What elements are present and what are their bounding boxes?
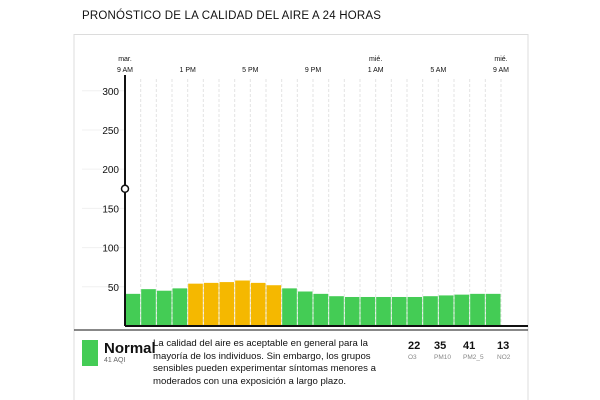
bar — [235, 280, 250, 326]
title-divider — [74, 34, 528, 35]
pollutant-no2: 13 NO2 — [497, 340, 510, 361]
x-time-label: 9 AM — [493, 67, 509, 74]
x-day-label: mié. — [494, 56, 507, 63]
bar — [172, 288, 188, 326]
bar — [470, 293, 485, 326]
pollutant-pm10: 35 PM10 — [434, 340, 451, 361]
pollutant-value: 41 — [463, 340, 476, 352]
pollutant-pm2-5: 41 PM2_5 — [463, 340, 484, 361]
pollutant-o3: 22 O3 — [408, 340, 420, 361]
x-time-label: 9 PM — [305, 67, 322, 74]
bar — [313, 293, 329, 326]
y-tick-label: 100 — [102, 244, 119, 255]
bar — [360, 296, 376, 326]
pollutant-label: NO2 — [497, 354, 511, 361]
bar — [203, 282, 219, 326]
bar — [156, 290, 172, 326]
bar — [485, 293, 501, 326]
y-tick-label: 250 — [102, 126, 119, 137]
bar — [125, 293, 141, 326]
bar — [219, 282, 235, 326]
x-time-label: 5 AM — [430, 67, 446, 74]
bar — [454, 294, 470, 326]
x-day-label: mié. — [369, 56, 382, 63]
bar — [282, 288, 297, 326]
x-time-label: 9 AM — [117, 67, 133, 74]
bar — [250, 282, 266, 326]
bar — [188, 283, 203, 326]
status-label: Normal — [104, 340, 156, 357]
status-aqi: 41 AQI — [104, 357, 126, 364]
pollutant-label: PM2_5 — [463, 354, 484, 361]
bar — [266, 285, 282, 326]
x-time-label: 1 PM — [179, 67, 196, 74]
bar — [141, 289, 156, 326]
x-day-label: mar. — [118, 56, 132, 63]
pollutant-value: 13 — [497, 340, 510, 352]
bar — [407, 296, 423, 326]
bar — [329, 296, 344, 326]
pollutant-value: 22 — [408, 340, 421, 352]
y-tick-label: 200 — [102, 165, 119, 176]
pollutant-label: O3 — [408, 354, 417, 361]
current-time-marker — [120, 184, 130, 194]
bar — [297, 291, 313, 326]
x-time-label: 5 PM — [242, 67, 259, 74]
bar — [423, 296, 438, 326]
y-tick-label: 50 — [108, 283, 120, 294]
bar — [344, 296, 360, 326]
bar — [376, 296, 391, 326]
y-tick-label: 300 — [102, 87, 119, 98]
y-tick-label: 150 — [102, 204, 119, 215]
x-time-label: 1 AM — [368, 67, 384, 74]
bar — [391, 296, 407, 326]
pollutant-label: PM10 — [434, 354, 451, 361]
status-color-swatch — [82, 340, 98, 366]
status-description: La calidad del aire es aceptable en gene… — [153, 338, 376, 387]
bar — [438, 295, 454, 326]
page-title: PRONÓSTICO DE LA CALIDAD DEL AIRE A 24 H… — [82, 10, 382, 22]
pollutant-value: 35 — [434, 340, 447, 352]
